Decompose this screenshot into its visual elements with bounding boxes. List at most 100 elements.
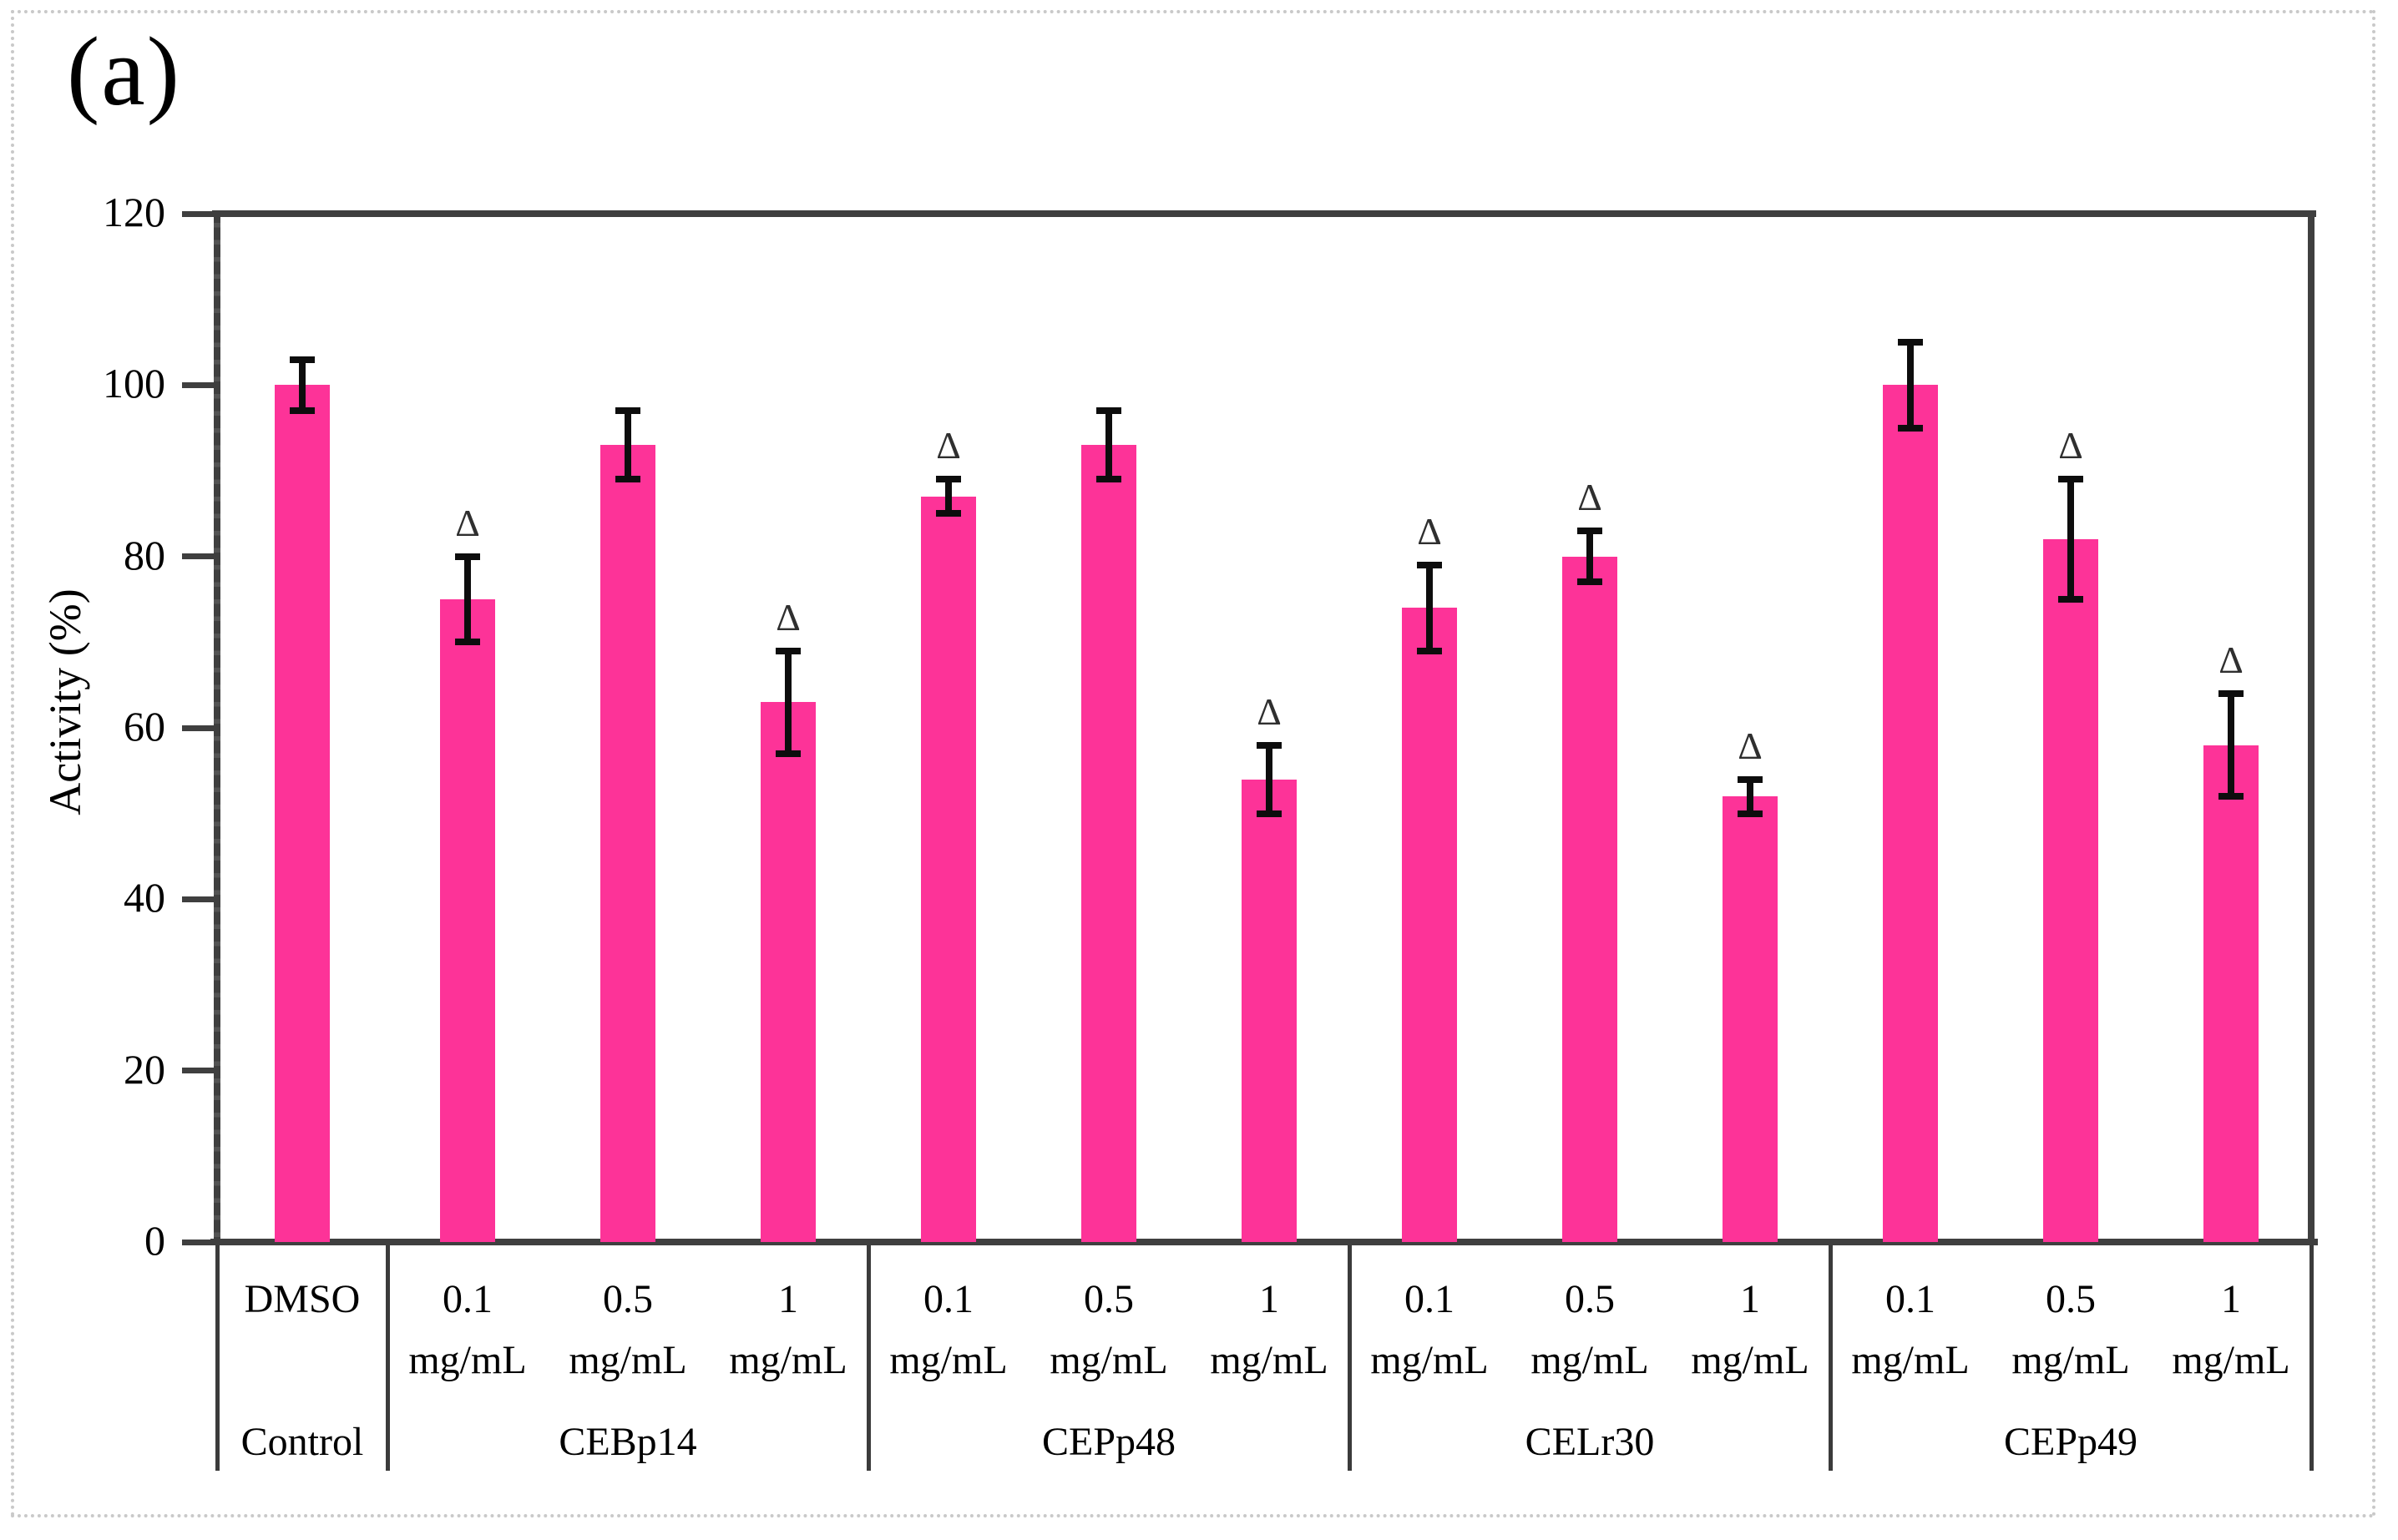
error-bar-cap-top (936, 476, 961, 483)
error-bar-cap-bottom (615, 476, 640, 483)
x-label-separator (1828, 1245, 1833, 1471)
x-tick-label-line1: 0.5 (1565, 1277, 1615, 1321)
y-axis-line (214, 210, 220, 1245)
x-tick-label-line2: mg/mL (2011, 1338, 2130, 1382)
error-bar-cap-top (615, 407, 640, 415)
error-bar-cap-bottom (1738, 810, 1763, 817)
error-bar-line (2067, 479, 2074, 599)
error-bar-cap-bottom (455, 639, 480, 646)
bar-CEPp49-1 (2203, 745, 2259, 1242)
x-label-separator (215, 1245, 220, 1471)
x-tick-label-line2: mg/mL (1691, 1338, 1809, 1382)
error-bar-cap-bottom (936, 510, 961, 518)
x-tick-label-line1: 0.1 (1404, 1277, 1454, 1321)
error-bar-cap-bottom (290, 407, 315, 415)
y-tick-label: 80 (124, 531, 165, 578)
error-bar-line (2228, 693, 2234, 797)
error-bar-line (1586, 530, 1593, 583)
error-bar-cap-bottom (776, 750, 801, 757)
significance-delta-icon: Δ (2218, 638, 2244, 681)
error-bar-cap-bottom (1257, 810, 1282, 817)
error-bar-line (625, 411, 631, 480)
bar-CEBp14-0.1 (440, 599, 495, 1242)
error-bar-cap-top (2218, 689, 2244, 697)
x-tick-label-line2: mg/mL (569, 1338, 687, 1382)
y-axis-tick (182, 210, 214, 217)
x-group-label-CEPp48: CEPp48 (1041, 1420, 1176, 1464)
error-bar-cap-bottom (2058, 596, 2083, 603)
y-tick-label: 40 (124, 874, 165, 921)
x-label-separator (2309, 1245, 2314, 1471)
y-axis-tick (182, 381, 214, 388)
x-tick-label-line2: mg/mL (729, 1338, 847, 1382)
x-group-label-CEPp49: CEPp49 (2003, 1420, 2138, 1464)
error-bar-line (299, 359, 306, 412)
error-bar-line (1907, 342, 1914, 428)
error-bar-line (785, 650, 792, 754)
bar-CEPp48-1 (1242, 779, 1297, 1242)
bar-CEPp48-0.1 (921, 496, 976, 1242)
y-tick-label: 20 (124, 1045, 165, 1093)
error-bar-cap-top (1738, 775, 1763, 783)
error-bar-line (1266, 745, 1272, 814)
error-bar-cap-bottom (2218, 793, 2244, 800)
x-tick-label-line2: mg/mL (408, 1338, 527, 1382)
x-tick-label-line2: mg/mL (2172, 1338, 2290, 1382)
panel-label: (a) (67, 17, 181, 126)
error-bar-cap-top (1096, 407, 1121, 415)
bar-CEPp49-0.1 (1883, 385, 1938, 1242)
x-group-label-CEBp14: CEBp14 (559, 1420, 697, 1464)
error-bar-cap-top (2058, 476, 2083, 483)
error-bar-cap-top (290, 356, 315, 363)
x-tick-label-line2: mg/mL (1050, 1338, 1168, 1382)
error-bar-cap-top (455, 553, 480, 560)
bar-CEBp14-0.5 (600, 445, 655, 1242)
y-tick-label: 60 (124, 703, 165, 750)
y-tick-label: 0 (144, 1217, 165, 1264)
x-tick-label-line2: mg/mL (1370, 1338, 1489, 1382)
significance-delta-icon: Δ (2058, 424, 2083, 467)
x-label-separator (385, 1245, 390, 1471)
y-tick-label: 120 (103, 189, 165, 235)
x-tick-label-line1: 1 (1740, 1277, 1760, 1321)
significance-delta-icon: Δ (776, 595, 801, 639)
significance-delta-icon: Δ (936, 424, 961, 467)
x-tick-label-line1: 0.1 (1885, 1277, 1935, 1321)
error-bar-line (1426, 564, 1433, 651)
x-tick-label-line2: mg/mL (1851, 1338, 1970, 1382)
y-axis-tick (182, 1239, 214, 1245)
x-label-separator (866, 1245, 871, 1471)
figure-border (11, 10, 2375, 1517)
x-tick-label-line2: mg/mL (1210, 1338, 1328, 1382)
bar-CEBp14-1 (761, 702, 816, 1242)
significance-delta-icon: Δ (1738, 724, 1763, 767)
x-tick-label-line2: mg/mL (1530, 1338, 1649, 1382)
x-tick-label-line1: 0.1 (443, 1277, 493, 1321)
significance-delta-icon: Δ (1417, 509, 1442, 553)
significance-delta-icon: Δ (1577, 475, 1602, 518)
bar-CELr30-1 (1723, 796, 1778, 1242)
error-bar-cap-top (1577, 527, 1602, 534)
significance-delta-icon: Δ (455, 501, 480, 544)
bar-CELr30-0.5 (1562, 556, 1617, 1242)
plot-right-border (2308, 210, 2315, 1245)
bar-CEPp48-0.5 (1081, 445, 1136, 1242)
x-group-label-CELr30: CELr30 (1525, 1420, 1655, 1464)
x-tick-label-line1: 1 (1259, 1277, 1279, 1321)
error-bar-line (464, 556, 471, 643)
significance-delta-icon: Δ (1257, 689, 1282, 733)
error-bar-line (945, 479, 952, 514)
error-bar-line (1105, 411, 1112, 480)
y-tick-label: 100 (103, 360, 165, 407)
bar-Control-DMSO (275, 385, 330, 1242)
error-bar-line (1747, 779, 1753, 814)
bar-CELr30-0.1 (1402, 608, 1457, 1242)
y-axis-tick (182, 553, 214, 560)
bar-CEPp49-0.5 (2043, 539, 2098, 1242)
error-bar-cap-bottom (1417, 647, 1442, 654)
error-bar-cap-bottom (1096, 476, 1121, 483)
error-bar-cap-top (1898, 339, 1923, 346)
error-bar-cap-bottom (1577, 578, 1602, 586)
error-bar-cap-top (1417, 561, 1442, 568)
